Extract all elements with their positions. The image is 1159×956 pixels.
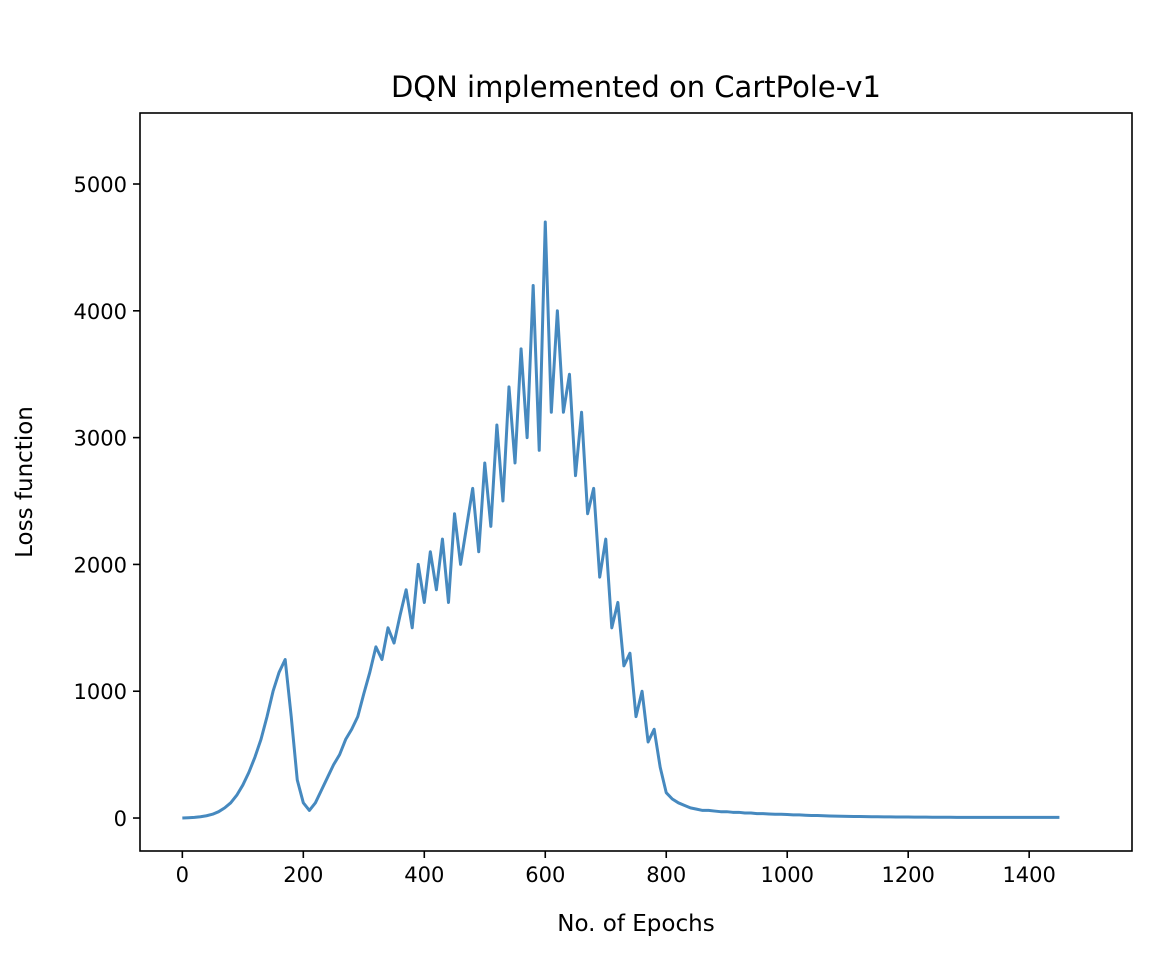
y-axis: 0 1000 2000 3000 4000 5000 — [74, 173, 140, 831]
x-tick-label: 1200 — [881, 863, 934, 887]
y-tick-label: 5000 — [74, 173, 127, 197]
plot-frame — [139, 112, 1133, 852]
x-tick-label: 1000 — [760, 863, 813, 887]
y-tick-label: 2000 — [74, 553, 127, 577]
y-tick-label: 0 — [114, 807, 127, 831]
x-tick-label: 1400 — [1002, 863, 1055, 887]
x-tick-label: 800 — [646, 863, 686, 887]
x-axis-label: No. of Epochs — [557, 911, 714, 937]
x-tick-label: 0 — [176, 863, 189, 887]
y-tick-label: 1000 — [74, 680, 127, 704]
chart-title: DQN implemented on CartPole-v1 — [391, 70, 881, 104]
x-axis: 0 200 400 600 800 1000 1200 1400 — [176, 851, 1056, 887]
y-tick-label: 3000 — [74, 427, 127, 451]
x-tick-label: 600 — [525, 863, 565, 887]
x-tick-label: 400 — [404, 863, 444, 887]
x-tick-label: 200 — [283, 863, 323, 887]
plot-area — [182, 220, 1060, 820]
y-tick-label: 4000 — [74, 300, 127, 324]
series-line — [182, 220, 1060, 820]
y-axis-label: Loss function — [12, 406, 38, 558]
